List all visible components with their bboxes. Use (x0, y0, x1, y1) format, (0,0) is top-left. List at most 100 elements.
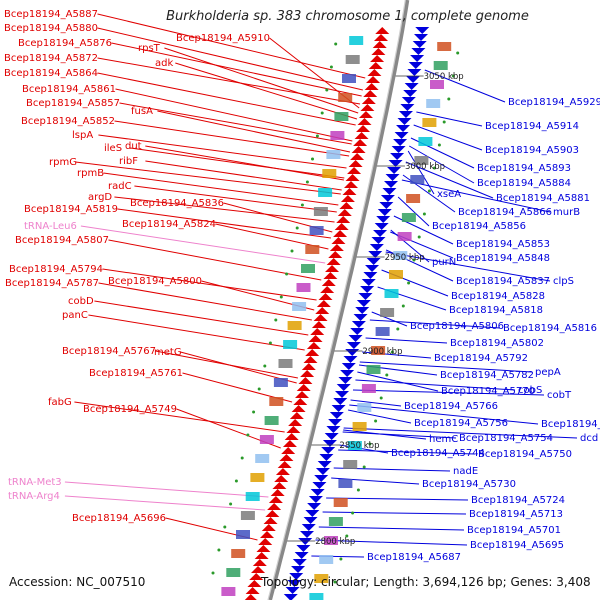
feature-block (313, 207, 328, 216)
leader-line (102, 268, 317, 301)
marker-dot (333, 580, 337, 584)
leader-line (175, 62, 358, 120)
leader-line (103, 172, 339, 206)
feature-block (278, 359, 293, 368)
gene-label-forward: ileS (104, 143, 122, 154)
reverse-gene-arrow (336, 384, 351, 391)
reverse-gene-arrow (343, 356, 358, 363)
feature-block (314, 574, 329, 583)
reverse-gene-arrow (292, 559, 307, 566)
reverse-gene-arrow (329, 412, 344, 419)
leader-line (97, 13, 366, 79)
reverse-gene-arrow (331, 405, 346, 412)
reverse-gene-arrow (394, 132, 409, 139)
forward-gene-arrow (351, 146, 366, 153)
reverse-gene-arrow (368, 251, 383, 258)
kbp-ticks: 3050 kbp 3000 kbp 2950 kbp 2900 kbp 2850 kbp… (287, 72, 464, 547)
gene-label-reverse: dcd (580, 433, 598, 444)
gene-label-reverse: Bcep18194_A5792 (434, 353, 528, 364)
forward-gene-arrow (363, 90, 378, 97)
reverse-gene-arrow (365, 265, 380, 272)
leader-line (75, 161, 341, 195)
gene-label-reverse: Bcep18194_A5770 (441, 386, 535, 397)
map-title: Burkholderia sp. 383 chromosome 1, compl… (166, 9, 529, 24)
forward-gene-arrow (267, 503, 282, 510)
reverse-gene-arrow (298, 538, 313, 545)
reverse-gene-arrow (346, 342, 361, 349)
reverse-gene-arrow (379, 202, 394, 209)
leader-line (215, 223, 329, 250)
marker-dot (351, 511, 355, 515)
gene-label-forward: Bcep18194_A5876 (18, 38, 112, 49)
tick-label: 2950 kbp (385, 253, 425, 263)
reverse-gene-arrow (355, 307, 370, 314)
forward-gene-arrow (261, 524, 276, 531)
leader-line (145, 160, 342, 191)
reverse-gene-arrow (296, 545, 311, 552)
feature-block (319, 555, 334, 564)
gene-label-forward: Bcep18194_A5880 (4, 23, 98, 34)
marker-dot (246, 433, 250, 437)
feature-block (264, 416, 279, 425)
forward-gene-arrow (344, 181, 359, 188)
reverse-gene-arrow (353, 314, 368, 321)
reverse-gene-arrow (338, 377, 353, 384)
gene-label-forward: dut (125, 141, 142, 152)
leader-line (369, 319, 501, 329)
leader-line (355, 379, 516, 391)
gene-label-reverse: cobS (518, 385, 542, 396)
tick-label: 2850 kbp (339, 441, 379, 451)
leader-line (97, 57, 361, 105)
gene-label-reverse: purN (432, 257, 456, 268)
gene-track (211, 0, 460, 600)
reverse-gene-arrow (380, 195, 395, 202)
forward-gene-arrow (316, 300, 331, 307)
feature-block (324, 536, 338, 545)
leader-line (97, 27, 363, 91)
leader-line (413, 124, 483, 151)
marker-dot (437, 143, 441, 147)
forward-gene-arrow (339, 202, 354, 209)
forward-gene-arrow (275, 468, 290, 475)
feature-block (342, 74, 356, 83)
feature-block (326, 150, 341, 159)
leader-line (98, 282, 312, 321)
gene-label-forward: tRNA-Leu6 (24, 221, 77, 232)
feature-block (430, 80, 444, 89)
reverse-gene-arrow (361, 279, 376, 286)
leader-line (371, 311, 408, 327)
feature-block (287, 321, 302, 330)
reverse-gene-arrow (400, 104, 415, 111)
gene-label-reverse: Bcep18194_A5730 (422, 479, 516, 490)
leader-line (342, 431, 457, 439)
marker-dot (263, 364, 267, 368)
gene-label-forward: Bcep18194_A5864 (4, 68, 98, 79)
forward-gene-arrow (288, 419, 303, 426)
forward-gene-arrow (272, 482, 287, 489)
reverse-gene-arrow (401, 97, 416, 104)
forward-gene-arrow (357, 118, 372, 125)
marker-dot (268, 341, 272, 345)
marker-dot (345, 534, 349, 538)
feature-block (349, 36, 364, 45)
forward-gene-arrow (311, 321, 326, 328)
marker-dot (396, 327, 400, 331)
forward-gene-arrow (301, 363, 316, 370)
feature-block (236, 530, 250, 539)
gene-label-forward: Bcep18194_A5819 (24, 204, 118, 215)
reverse-gene-arrow (377, 209, 392, 216)
gene-label-reverse: Bcep18194_A5929 (508, 97, 600, 108)
feature-block (343, 460, 358, 469)
reverse-gene-arrow (308, 496, 323, 503)
reverse-gene-arrow (307, 503, 322, 510)
feature-block (397, 232, 412, 241)
reverse-gene-arrow (382, 188, 397, 195)
gene-label-reverse: Bcep18194_A5724 (471, 495, 565, 506)
reverse-gene-arrow (321, 447, 336, 454)
forward-gene-arrow (247, 580, 262, 587)
feature-block (345, 55, 360, 64)
tick-label: 3050 kbp (424, 72, 464, 82)
feature-block (347, 441, 362, 450)
marker-dot (339, 557, 343, 561)
marker-dot (374, 419, 378, 423)
